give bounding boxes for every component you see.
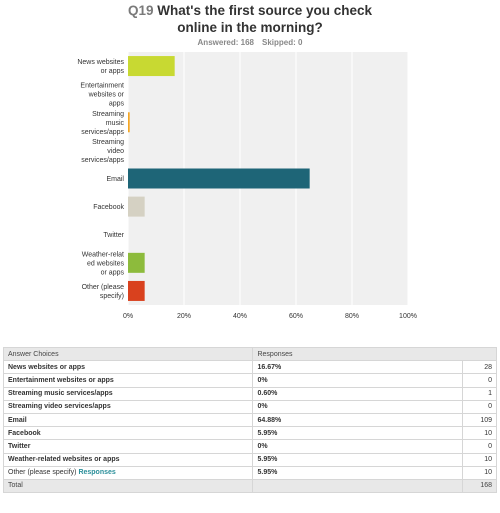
answer-choice: News websites or apps (2, 360, 254, 375)
table-row: Streaming music services/apps 0.60% 1 (2, 386, 497, 401)
x-tick-label: 20% (177, 313, 191, 320)
table-row: Twitter 0% 0 (2, 439, 497, 454)
response-percent: 5.95% (252, 465, 464, 480)
answer-choice: Weather-related websites or apps (2, 452, 254, 467)
bar (128, 280, 145, 301)
category-label: News websites or apps (77, 59, 124, 75)
response-percent: 5.95% (252, 426, 464, 441)
x-tick-label: 80% (345, 313, 359, 320)
response-count: 1 (462, 386, 497, 401)
response-count: 10 (462, 465, 497, 480)
question-title-line1: Q19 What's the first source you check (0, 2, 500, 19)
other-label: Other (please specify) (8, 469, 77, 477)
answered-count: Answered: 168 (197, 38, 254, 47)
answer-choice-other: Other (please specify) Responses (2, 465, 254, 480)
response-percent: 0% (252, 399, 464, 414)
table-row: Facebook 5.95% 10 (2, 426, 497, 441)
bar (128, 252, 145, 273)
skipped-count: Skipped: 0 (262, 38, 303, 47)
total-spacer (252, 478, 464, 494)
x-tick-label: 0% (123, 313, 133, 320)
answer-choice: Facebook (2, 426, 254, 441)
header-responses: Responses (252, 346, 497, 362)
question-title-line2: online in the morning? (177, 20, 323, 35)
table-row: News websites or apps 16.67% 28 (2, 360, 497, 375)
bar (128, 196, 145, 217)
response-percent: 0% (252, 373, 464, 388)
table-row-other: Other (please specify) Responses 5.95% 1… (2, 465, 497, 480)
total-label: Total (2, 478, 254, 494)
response-percent: 0% (252, 439, 464, 454)
category-label: Streaming music services/apps (81, 111, 124, 136)
bar (128, 56, 175, 77)
table-header-row: Answer Choices Responses (2, 346, 497, 362)
total-count: 168 (462, 478, 497, 494)
other-responses-link[interactable]: Responses (78, 469, 116, 477)
bar (128, 168, 310, 189)
category-label: Twitter (103, 232, 124, 239)
table-row: Entertainment websites or apps 0% 0 (2, 373, 497, 388)
response-count: 10 (462, 426, 497, 441)
answer-choice: Twitter (2, 439, 254, 454)
response-percent: 64.88% (252, 412, 464, 428)
response-count: 0 (462, 399, 497, 414)
answer-choice: Entertainment websites or apps (2, 373, 254, 388)
response-percent: 16.67% (252, 360, 464, 375)
answer-choice: Email (2, 412, 254, 428)
category-label: Other (please specify) (82, 284, 125, 300)
bar (128, 112, 130, 133)
response-count: 0 (462, 373, 497, 388)
category-label: Streaming video services/apps (81, 139, 124, 164)
table-row: Streaming video services/apps 0% 0 (2, 399, 497, 414)
x-tick-labels: 0% 20% 40% 60% 80% 100% (123, 313, 417, 320)
category-label: Weather-relat ed websites or apps (82, 251, 125, 276)
x-tick-label: 60% (289, 313, 303, 320)
header-answer-choices: Answer Choices (2, 346, 254, 362)
question-number: Q19 (127, 3, 154, 18)
category-label: Email (106, 176, 124, 183)
response-percent: 0.60% (252, 386, 464, 401)
response-count: 28 (462, 360, 497, 375)
bars (128, 56, 310, 301)
response-count: 10 (462, 452, 497, 467)
x-tick-label: 100% (399, 313, 417, 320)
x-tick-label: 40% (233, 313, 247, 320)
responses-table: Answer Choices Responses News websites o… (2, 346, 497, 494)
answer-choice: Streaming music services/apps (2, 386, 254, 401)
response-percent: 5.95% (252, 452, 464, 467)
response-count: 109 (462, 412, 497, 428)
table-row: Weather-related websites or apps 5.95% 1… (2, 452, 497, 467)
category-label: Facebook (93, 204, 124, 211)
bar-chart: News websites or apps Entertainment website… (77, 52, 417, 320)
table-total-row: Total 168 (2, 478, 497, 494)
answer-choice: Streaming video services/apps (2, 399, 254, 414)
category-label: Entertainment websites or apps (80, 83, 124, 108)
question-text-line1: What's the first source you check (157, 3, 373, 18)
table-row: Email 64.88% 109 (2, 412, 497, 428)
category-labels: News websites or apps Entertainment website… (77, 59, 124, 300)
response-summary: Answered: 168 Skipped: 0 (0, 38, 500, 47)
response-count: 0 (462, 439, 497, 454)
